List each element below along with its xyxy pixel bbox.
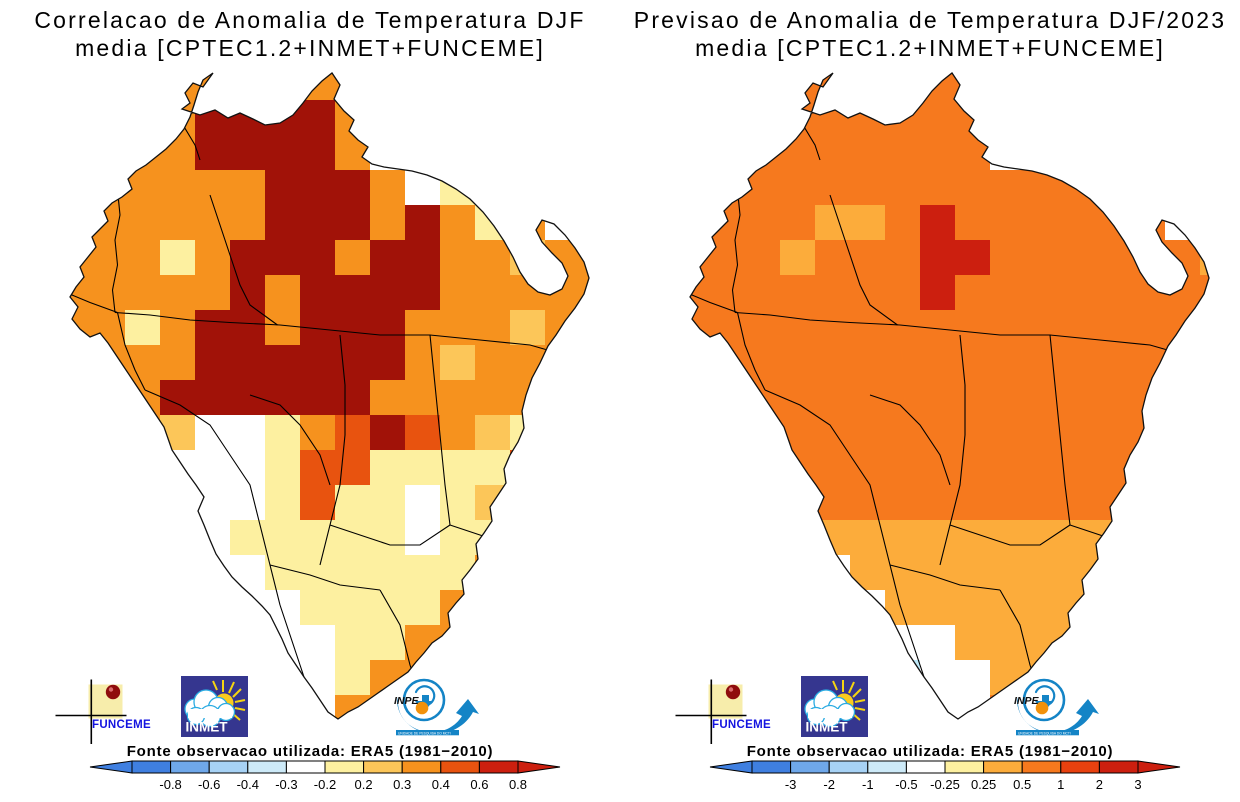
svg-text:0.8: 0.8	[509, 777, 527, 792]
svg-text:-0.4: -0.4	[237, 777, 259, 792]
svg-text:INPE: INPE	[1014, 695, 1040, 707]
svg-text:UNIDADE DE PESQUISA DO MCTI: UNIDADE DE PESQUISA DO MCTI	[1018, 731, 1071, 735]
svg-text:0.25: 0.25	[971, 777, 996, 792]
svg-text:0.2: 0.2	[355, 777, 373, 792]
svg-text:-0.25: -0.25	[930, 777, 960, 792]
svg-text:INMET: INMET	[806, 720, 849, 735]
svg-text:1: 1	[1057, 777, 1064, 792]
svg-text:UNIDADE DE PESQUISA DO MCTI: UNIDADE DE PESQUISA DO MCTI	[398, 731, 451, 735]
svg-text:-0.8: -0.8	[159, 777, 181, 792]
svg-text:INPE: INPE	[394, 695, 420, 707]
svg-text:-2: -2	[823, 777, 835, 792]
svg-text:-0.5: -0.5	[895, 777, 917, 792]
svg-text:-1: -1	[862, 777, 874, 792]
svg-text:2: 2	[1096, 777, 1103, 792]
svg-text:3: 3	[1134, 777, 1141, 792]
svg-text:FUNCEME: FUNCEME	[712, 719, 771, 731]
svg-text:0.3: 0.3	[393, 777, 411, 792]
svg-text:-0.2: -0.2	[314, 777, 336, 792]
svg-text:-0.3: -0.3	[275, 777, 297, 792]
svg-text:0.5: 0.5	[1013, 777, 1031, 792]
svg-text:INMET: INMET	[186, 720, 229, 735]
svg-text:0.4: 0.4	[432, 777, 450, 792]
svg-text:-0.6: -0.6	[198, 777, 220, 792]
svg-text:FUNCEME: FUNCEME	[92, 719, 151, 731]
svg-text:-3: -3	[785, 777, 797, 792]
svg-text:0.6: 0.6	[470, 777, 488, 792]
